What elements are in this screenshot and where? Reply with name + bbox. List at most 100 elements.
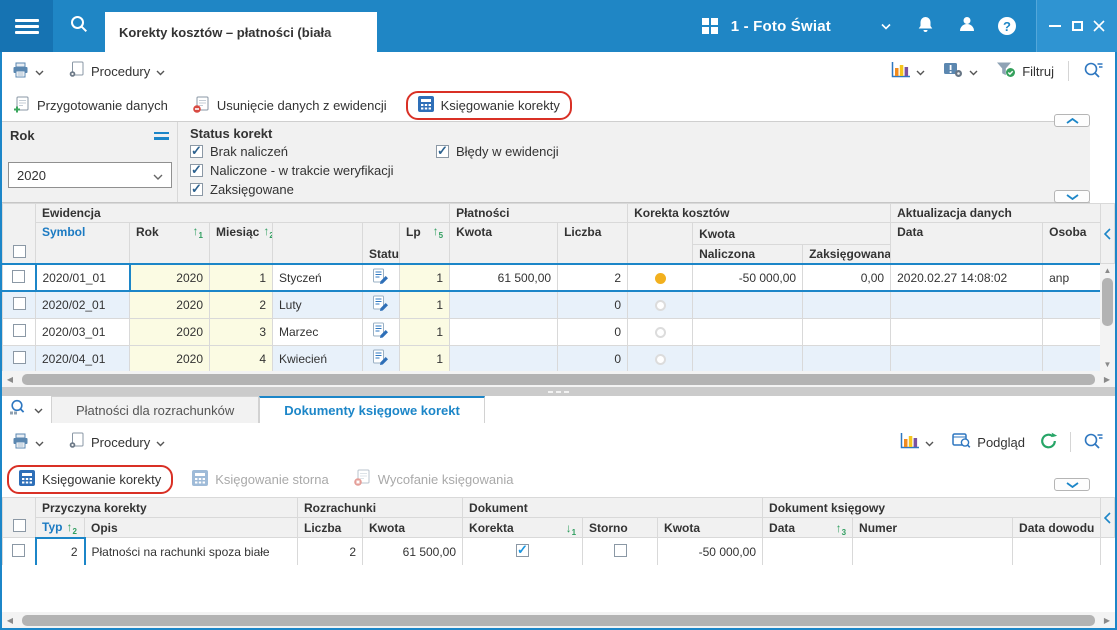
col-kwota[interactable]: Kwota [362, 517, 464, 538]
table-row[interactable]: 2020/03_01 2020 3 Marzec 1 0 [2, 317, 1102, 346]
select-all-checkbox[interactable] [12, 245, 26, 258]
filter-button[interactable]: Filtruj [996, 61, 1054, 81]
checkbox-checked-icon[interactable] [190, 162, 203, 178]
scroll-right-arrow[interactable]: ▶ [1103, 615, 1111, 625]
col-korekta-status[interactable] [627, 222, 694, 265]
row-checkbox[interactable] [12, 543, 26, 557]
chart-view-button[interactable] [891, 61, 925, 81]
row-checkbox[interactable] [12, 296, 26, 310]
col-korekta[interactable]: Korekta1 [462, 517, 584, 538]
checkbox-checked-icon[interactable] [190, 181, 203, 197]
search-panel-button[interactable] [1083, 432, 1103, 452]
search-panel-button[interactable] [1083, 61, 1103, 81]
select-all-checkbox[interactable] [12, 519, 26, 532]
scrollbar-thumb[interactable] [22, 373, 1095, 385]
rok-select[interactable]: 2020 [8, 162, 172, 188]
chevron-down-icon[interactable] [881, 17, 891, 35]
delete-data-button[interactable]: Usunięcie danych z ewidencji [187, 92, 393, 120]
upper-horizontal-scrollbar[interactable]: ◀ ▶ [2, 371, 1115, 387]
preview-button[interactable]: Podgląd [952, 432, 1025, 452]
col-data-dowodu[interactable]: Data dowodu [1012, 517, 1102, 538]
apps-grid-icon[interactable] [701, 18, 718, 34]
collapse-right-panel-button[interactable] [1100, 497, 1115, 538]
row-checkbox[interactable] [12, 269, 26, 283]
table-row[interactable]: 2020/02_01 2020 2 Luty 1 0 [2, 290, 1102, 319]
print-button[interactable] [12, 433, 44, 452]
post-correction-button-highlighted[interactable]: Księgowanie korekty [7, 464, 174, 494]
typ-cell-selected[interactable]: 2 [34, 536, 86, 567]
detail-view-icon[interactable] [8, 399, 28, 420]
col-typ[interactable]: Typ2 [35, 517, 85, 538]
col-naliczona[interactable]: Naliczona [692, 244, 804, 265]
collapse-filter-up-toggle[interactable] [1054, 114, 1090, 127]
col-numer[interactable]: Numer [852, 517, 1014, 538]
col-osoba[interactable]: Osoba [1042, 222, 1102, 265]
table-row[interactable]: 2020/04_01 2020 4 Kwiecień 1 0 [2, 344, 1102, 373]
chevron-down-icon[interactable] [34, 402, 43, 417]
panel-splitter[interactable] [2, 387, 1115, 396]
scroll-left-arrow[interactable]: ◀ [6, 374, 14, 384]
window-tab[interactable]: Korekty kosztów – płatności (biała [105, 12, 377, 52]
col-liczba[interactable]: Liczba [557, 222, 629, 265]
alert-settings-button[interactable] [943, 62, 978, 81]
checkbox-checked-icon[interactable] [436, 143, 449, 159]
col-miesiac-nazwa[interactable] [272, 222, 363, 265]
minimize-button[interactable] [1044, 0, 1066, 52]
scroll-right-arrow[interactable]: ▶ [1103, 374, 1111, 384]
chart-view-button[interactable] [900, 432, 934, 452]
procedures-button[interactable]: Procedury [68, 61, 165, 81]
user-icon[interactable] [958, 15, 976, 38]
help-icon[interactable] [998, 17, 1016, 35]
rok-menu-icon[interactable] [154, 129, 169, 143]
col-data[interactable]: Data [890, 222, 1044, 265]
col-kwota-korekty[interactable]: Kwota [692, 222, 892, 245]
print-button[interactable] [12, 62, 44, 81]
bottom-horizontal-scrollbar[interactable]: ◀ ▶ [2, 612, 1115, 628]
scrollbar-thumb[interactable] [1102, 278, 1113, 326]
check-brak-naliczen[interactable]: Brak naliczeń [190, 143, 436, 159]
col-zaksiegowana[interactable]: Zaksięgowana [802, 244, 892, 265]
col-symbol[interactable]: Symbol [35, 222, 130, 265]
col-data[interactable]: Data3 [762, 517, 854, 538]
korekta-checkbox-checked[interactable] [516, 542, 530, 558]
col-kwota-platnosci[interactable]: Kwota [449, 222, 559, 265]
col-kwota-dokumentu[interactable]: Kwota [657, 517, 764, 538]
table-row[interactable]: 2 Płatności na rachunki spoza białe 2 61… [2, 536, 1102, 567]
global-search-button[interactable] [53, 0, 105, 52]
procedures-button[interactable]: Procedury [68, 432, 165, 452]
expand-bottom-panel-toggle[interactable] [1054, 478, 1090, 491]
vertical-scrollbar[interactable]: ▲ ▼ [1100, 264, 1115, 371]
collapse-right-panel-button[interactable] [1100, 203, 1115, 264]
scrollbar-thumb[interactable] [22, 614, 1095, 626]
checkbox-checked-icon[interactable] [190, 143, 203, 159]
col-status[interactable]: Status [362, 222, 400, 265]
scroll-left-arrow[interactable]: ◀ [6, 615, 14, 625]
check-zaksiegowane[interactable]: Zaksięgowane [190, 181, 436, 197]
scroll-up-arrow[interactable]: ▲ [1103, 266, 1112, 275]
company-selector[interactable]: 1 - Foto Świat [730, 17, 831, 35]
maximize-button[interactable] [1066, 0, 1088, 52]
notifications-bell-icon[interactable] [917, 15, 934, 38]
prepare-data-button[interactable]: Przygotowanie danych [7, 92, 174, 120]
tab-dokumenty-ksiegowe-korekt[interactable]: Dokumenty księgowe korekt [259, 396, 485, 423]
post-correction-button-highlighted[interactable]: Księgowanie korekty [405, 91, 572, 120]
main-menu-button[interactable] [0, 0, 53, 52]
col-miesiac[interactable]: Miesiąc2 [209, 222, 273, 265]
table-row[interactable]: 2020/01_01 2020 1 Styczeń 1 61 500,00 2 … [2, 263, 1102, 292]
col-lp[interactable]: Lp5 [398, 222, 451, 265]
close-button[interactable] [1088, 0, 1110, 52]
check-bledy-w-ewidencji[interactable]: Błędy w ewidencji [436, 143, 559, 159]
col-liczba[interactable]: Liczba [297, 517, 364, 538]
tab-platnosci-dla-rozrachunkow[interactable]: Płatności dla rozrachunków [51, 396, 260, 423]
symbol-cell-selected[interactable]: 2020/01_01 [34, 263, 131, 292]
col-rok[interactable]: Rok1 [129, 222, 210, 265]
check-naliczone[interactable]: Naliczone - w trakcie weryfikacji [190, 162, 436, 178]
expand-filter-down-toggle[interactable] [1054, 190, 1090, 203]
storno-checkbox-unchecked[interactable] [613, 543, 627, 557]
col-opis[interactable]: Opis [83, 517, 299, 538]
refresh-button[interactable] [1039, 432, 1058, 453]
scroll-down-arrow[interactable]: ▼ [1103, 360, 1112, 369]
row-checkbox[interactable] [12, 323, 26, 337]
col-storno[interactable]: Storno [582, 517, 659, 538]
row-checkbox[interactable] [12, 350, 26, 364]
